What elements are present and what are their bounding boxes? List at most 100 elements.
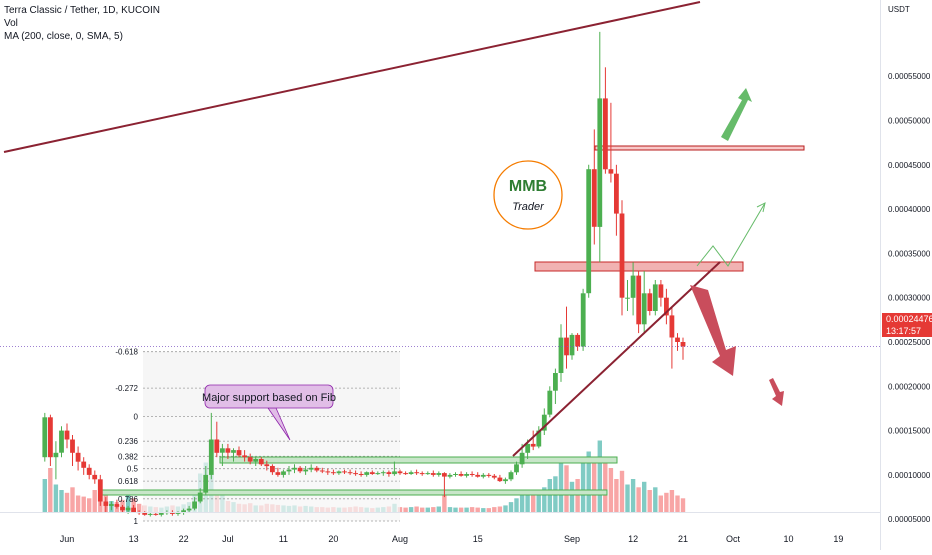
support-box-fib-0786 bbox=[219, 456, 618, 464]
bullish-arrow bbox=[721, 88, 752, 141]
candle-body bbox=[142, 513, 148, 515]
fib-level-label: 0.236 bbox=[118, 437, 139, 446]
candle-body bbox=[286, 469, 292, 472]
candle-body bbox=[658, 284, 664, 298]
candle-body bbox=[375, 473, 381, 475]
candle-body bbox=[469, 474, 475, 475]
candle-body bbox=[619, 213, 625, 298]
candle-body bbox=[264, 464, 270, 467]
candle-body bbox=[53, 452, 59, 458]
candle-body bbox=[347, 472, 353, 474]
candle-body bbox=[447, 474, 453, 477]
candle-body bbox=[86, 467, 92, 475]
volume-bar bbox=[75, 495, 81, 512]
candle-body bbox=[369, 472, 375, 474]
candle-body bbox=[430, 473, 436, 475]
candle-body bbox=[519, 452, 525, 465]
y-tick-label: 0.00035000 bbox=[888, 249, 931, 258]
candle-body bbox=[414, 472, 420, 474]
candle-body bbox=[603, 98, 608, 170]
x-tick-label: 13 bbox=[129, 534, 139, 544]
volume-bar bbox=[592, 457, 597, 512]
candle-body bbox=[425, 473, 431, 475]
volume-bar bbox=[53, 484, 59, 512]
volume-bar bbox=[608, 468, 614, 512]
resistance-box-030 bbox=[534, 261, 744, 272]
volume-bar bbox=[87, 498, 92, 513]
volume-bar bbox=[497, 506, 503, 512]
candle-body bbox=[564, 337, 569, 356]
candle-body bbox=[525, 443, 531, 453]
y-tick-label: 0.00050000 bbox=[888, 117, 931, 126]
candle-body bbox=[103, 501, 109, 506]
ma-legend: MA (200, close, 0, SMA, 5) bbox=[4, 31, 123, 42]
candle-body bbox=[569, 334, 575, 356]
candle-body bbox=[591, 169, 597, 227]
bearish-arrow-small bbox=[769, 378, 784, 406]
volume-bar bbox=[625, 484, 630, 512]
candle-body bbox=[547, 390, 553, 415]
candle-body bbox=[109, 504, 114, 506]
candle-body bbox=[319, 470, 325, 472]
candle-body bbox=[641, 293, 647, 325]
candle-body bbox=[497, 477, 503, 482]
candle-body bbox=[236, 450, 242, 456]
volume-bar bbox=[136, 503, 142, 513]
volume-bar bbox=[542, 487, 547, 513]
resistance-box-045 bbox=[594, 145, 805, 151]
x-tick-label: 10 bbox=[783, 534, 793, 544]
candle-body bbox=[353, 473, 358, 475]
candle-body bbox=[125, 507, 131, 511]
candle-body bbox=[380, 472, 386, 474]
candle-body bbox=[342, 471, 347, 473]
candle-body bbox=[92, 474, 98, 480]
annotation-box bbox=[204, 384, 334, 409]
candle-body bbox=[292, 467, 297, 470]
fib-level-label: 0.618 bbox=[118, 477, 139, 486]
volume-bar bbox=[408, 507, 414, 513]
candle-body bbox=[580, 293, 586, 347]
volume-bar bbox=[614, 479, 619, 512]
candle-body bbox=[408, 472, 414, 474]
logo-letters: MMB bbox=[509, 178, 547, 195]
volume-bar bbox=[564, 465, 569, 513]
x-tick-label: 11 bbox=[279, 534, 288, 544]
candle-body bbox=[392, 471, 397, 475]
volume-bar bbox=[680, 498, 686, 513]
volume-bar bbox=[481, 508, 486, 512]
support-box-fib-1 bbox=[99, 489, 608, 496]
x-tick-label: Aug bbox=[392, 534, 408, 544]
fib-level-label: -0.272 bbox=[115, 384, 138, 393]
candle-body bbox=[308, 467, 314, 470]
y-tick-label: 0.00010000 bbox=[888, 471, 931, 480]
candle-body bbox=[625, 297, 630, 299]
candle-body bbox=[541, 414, 547, 431]
x-tick-label: Sep bbox=[564, 534, 580, 544]
fib-level-label: 0.786 bbox=[118, 495, 139, 504]
candle-body bbox=[231, 450, 236, 453]
candle-body bbox=[358, 474, 364, 475]
volume-bar bbox=[447, 507, 453, 513]
x-tick-label: 19 bbox=[833, 534, 843, 544]
candle-body bbox=[364, 472, 370, 475]
fib-level-label: 0.5 bbox=[127, 465, 139, 474]
volume-legend: Vol bbox=[4, 18, 18, 29]
volume-bar bbox=[64, 492, 70, 513]
volume-bar bbox=[508, 502, 514, 512]
bullish-path-arrow bbox=[696, 202, 766, 267]
volume-bar bbox=[636, 487, 641, 513]
candle-body bbox=[70, 439, 75, 453]
x-tick-label: 15 bbox=[473, 534, 483, 544]
volume-bar bbox=[503, 505, 508, 512]
volume-bar bbox=[519, 495, 525, 512]
candle-body bbox=[553, 373, 558, 391]
fib-support-annotation: Major support based on Fib bbox=[202, 384, 336, 441]
candle-body bbox=[403, 473, 408, 475]
candle-body bbox=[508, 472, 514, 480]
volume-bar bbox=[531, 495, 536, 512]
candle-body bbox=[597, 98, 603, 227]
candle-body bbox=[464, 474, 469, 476]
candle-body bbox=[275, 472, 281, 475]
